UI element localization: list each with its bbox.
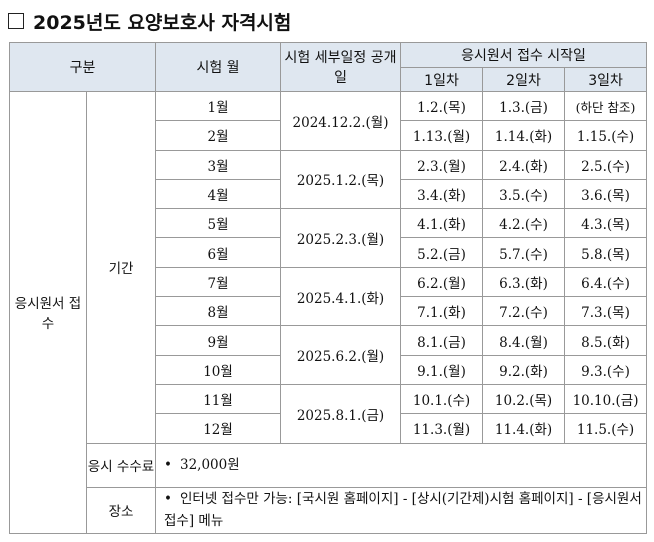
day3-cell: 2.5.(수): [564, 149, 648, 180]
section-label: 응시원서 접수: [9, 91, 87, 534]
fee-label: 응시 수수료: [85, 442, 157, 488]
day1-cell: 10.1.(수): [400, 383, 484, 415]
day2-cell: 9.2.(화): [482, 354, 566, 385]
title-text: 2025년도 요양보호사 자격시험: [33, 11, 292, 34]
month-cell: 6월: [155, 237, 282, 268]
day3-cell: 8.5.(화): [564, 325, 648, 356]
publish-date: 2025.6.2.(월): [280, 325, 402, 385]
day3-cell: 1.15.(수): [564, 120, 648, 151]
day3-cell: 3.6.(목): [564, 178, 648, 210]
day2-cell: 11.4.(화): [482, 413, 566, 444]
day1-cell: 6.2.(월): [400, 266, 484, 298]
month-cell: 1월: [155, 90, 282, 122]
header-category: 구분: [8, 42, 157, 92]
day3-cell: 5.8.(목): [564, 237, 648, 268]
day1-cell: 1.13.(월): [400, 120, 484, 151]
month-cell: 5월: [155, 208, 282, 239]
month-cell: 12월: [155, 413, 282, 444]
month-cell: 10월: [155, 354, 282, 385]
day3-cell: 7.3.(목): [564, 296, 648, 327]
month-cell: 8월: [155, 296, 282, 327]
publish-date: 2025.8.1.(금): [280, 383, 402, 444]
day2-cell: 1.3.(금): [482, 90, 566, 122]
month-cell: 9월: [155, 325, 282, 356]
day3-cell: 11.5.(수): [564, 413, 648, 444]
publish-date: 2025.2.3.(월): [280, 208, 402, 268]
day3-cell: (하단 참조): [564, 90, 648, 122]
publish-date: 2024.12.2.(월): [280, 91, 402, 151]
place-value: • 인터넷 접수만 가능: [국시원 홈페이지] - [상시(기간제)시험 홈페이…: [155, 486, 648, 534]
day2-cell: 10.2.(목): [482, 383, 566, 415]
header-day2: 2일차: [482, 67, 566, 92]
place-label: 장소: [85, 486, 157, 534]
checkbox-square-icon: [8, 13, 24, 29]
day3-cell: 6.4.(수): [564, 266, 648, 298]
day2-cell: 4.2.(수): [482, 208, 566, 239]
fee-value: • 32,000원: [155, 442, 648, 488]
month-cell: 11월: [155, 383, 282, 415]
day1-cell: 8.1.(금): [400, 325, 484, 356]
day3-cell: 4.3.(목): [564, 208, 648, 239]
period-label: 기간: [85, 91, 157, 444]
month-cell: 7월: [155, 266, 282, 298]
day3-cell: 9.3.(수): [564, 354, 648, 385]
day2-cell: 6.3.(화): [482, 266, 566, 298]
day1-cell: 1.2.(목): [400, 90, 484, 122]
header-exam-month: 시험 월: [155, 42, 282, 92]
day1-cell: 11.3.(월): [400, 413, 484, 444]
day2-cell: 5.7.(수): [482, 237, 566, 268]
month-cell: 4월: [155, 178, 282, 210]
day1-cell: 9.1.(월): [400, 354, 484, 385]
day1-cell: 5.2.(금): [400, 237, 484, 268]
header-receipt-start: 응시원서 접수 시작일: [400, 42, 648, 68]
day3-cell: 10.10.(금): [564, 383, 648, 415]
day2-cell: 3.5.(수): [482, 178, 566, 210]
header-day1: 1일차: [400, 67, 484, 92]
header-day3: 3일차: [564, 67, 648, 92]
bullet-icon: •: [164, 457, 172, 474]
page-title: 2025년도 요양보호사 자격시험: [8, 6, 291, 36]
day2-cell: 8.4.(월): [482, 325, 566, 356]
day2-cell: 7.2.(수): [482, 296, 566, 327]
day1-cell: 2.3.(월): [400, 149, 484, 180]
publish-date: 2025.4.1.(화): [280, 266, 402, 327]
exam-schedule-table: 구분 시험 월 시험 세부일정 공개일 응시원서 접수 시작일 1일차 2일차 …: [8, 42, 648, 534]
day1-cell: 7.1.(화): [400, 296, 484, 327]
day1-cell: 4.1.(화): [400, 208, 484, 239]
month-cell: 3월: [155, 149, 282, 180]
day2-cell: 1.14.(화): [482, 120, 566, 151]
bullet-icon: •: [164, 491, 172, 508]
publish-date: 2025.1.2.(목): [280, 149, 402, 210]
day1-cell: 3.4.(화): [400, 178, 484, 210]
month-cell: 2월: [155, 120, 282, 151]
day2-cell: 2.4.(화): [482, 149, 566, 180]
header-detail-schedule: 시험 세부일정 공개일: [280, 42, 402, 92]
